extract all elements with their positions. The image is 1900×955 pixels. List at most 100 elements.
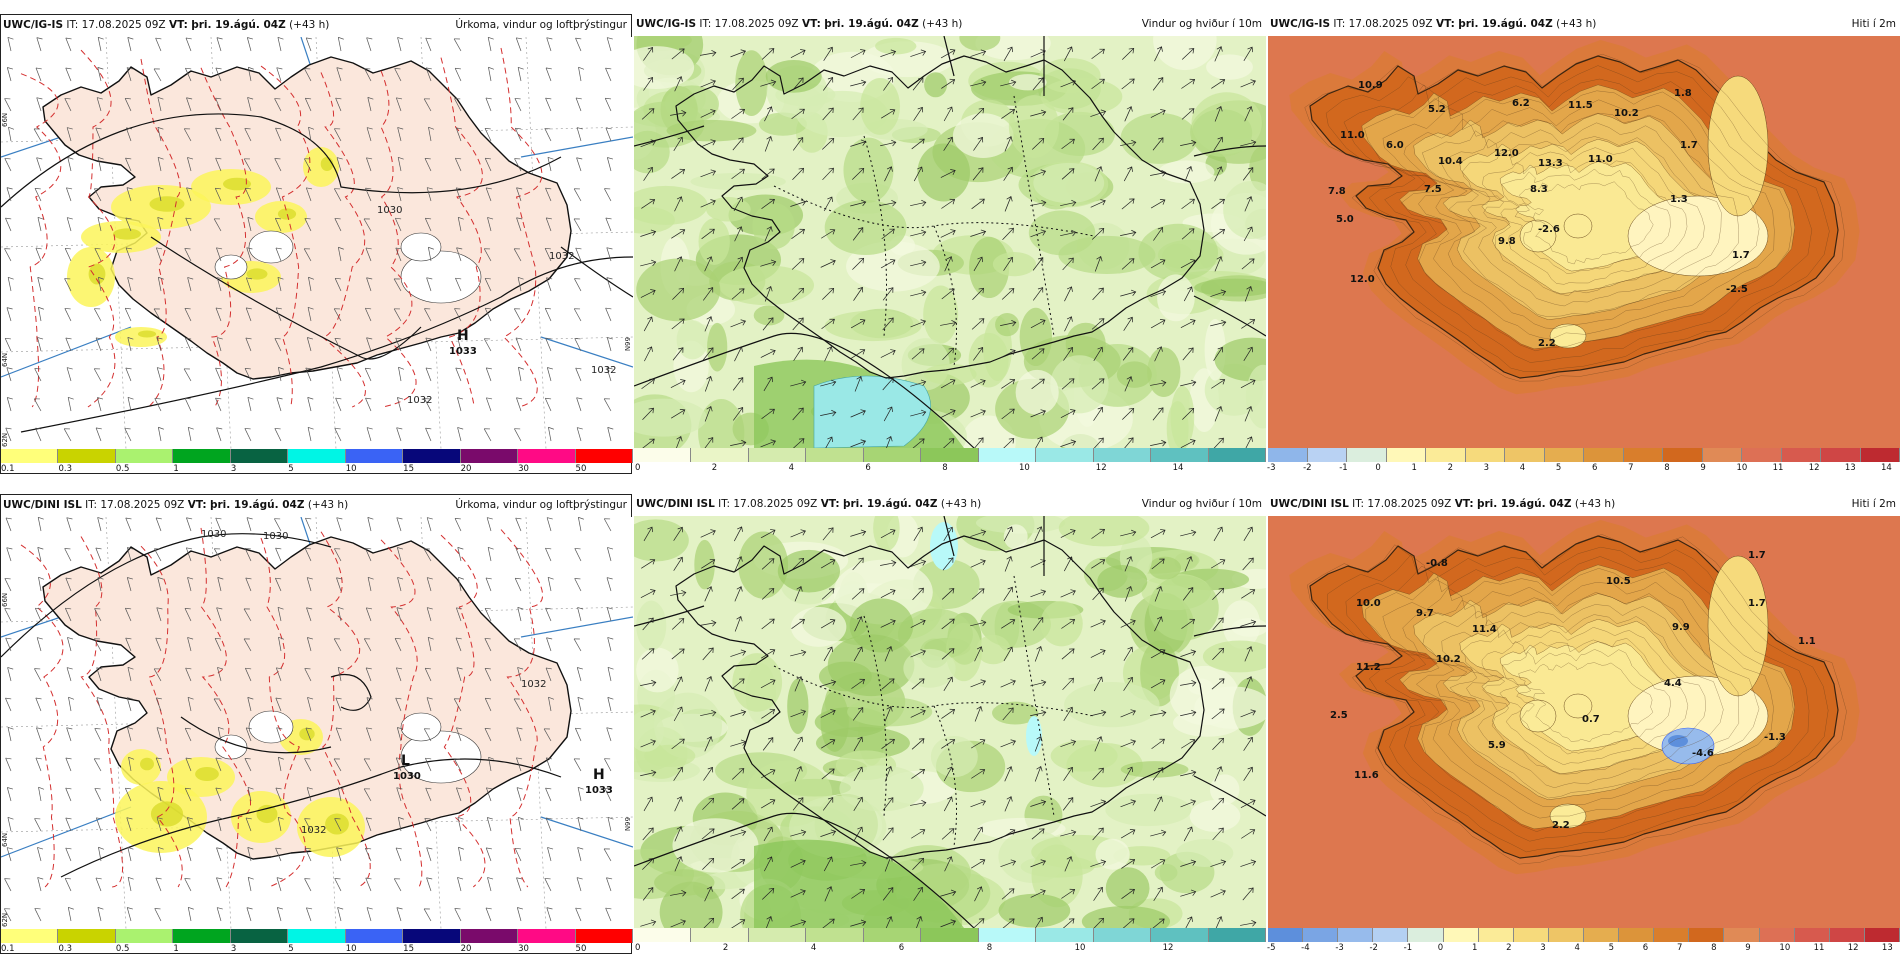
isobar-label: 1032 — [591, 365, 616, 376]
colorbar-label: 5 — [288, 944, 293, 954]
colorbar-swatch — [634, 448, 691, 462]
colorbar-label: 12 — [1163, 943, 1174, 953]
field-title: Úrkoma, vindur og loftþrýstingur — [455, 19, 627, 31]
colorbar-swatch — [1689, 928, 1724, 942]
colorbar-swatch — [231, 929, 288, 943]
colorbar-label: 13 — [1882, 943, 1893, 953]
colorbar-label: 8 — [942, 463, 947, 473]
colorbar-label: 6 — [865, 463, 870, 473]
temperature-value: 10.0 — [1356, 598, 1381, 609]
colorbar-swatch — [1426, 448, 1466, 462]
colorbar-label: 0 — [635, 943, 640, 953]
colorbar-label: 0.3 — [58, 944, 72, 954]
lead-time: (+43 h) — [308, 499, 348, 511]
temperature-value: 7.8 — [1328, 186, 1346, 197]
temperature-value: 6.0 — [1386, 140, 1404, 151]
model-name: UWC/IG-IS — [636, 18, 696, 30]
temperature-value: 1.8 — [1674, 88, 1692, 99]
colorbar-label: 3 — [1484, 463, 1489, 473]
temperature-value: 9.7 — [1416, 608, 1434, 619]
colorbar-label: 8 — [1711, 943, 1716, 953]
colorbar-swatch — [116, 929, 173, 943]
colorbar-label: 11 — [1814, 943, 1825, 953]
colorbar-swatch — [1703, 448, 1743, 462]
init-time: IT: 17.08.2025 09Z — [85, 499, 184, 511]
temperature-value: 1.3 — [1670, 194, 1688, 205]
colorbar-swatch — [1865, 928, 1900, 942]
colorbar-label: -5 — [1267, 943, 1275, 953]
colorbar-swatch — [1466, 448, 1506, 462]
colorbar-label: 4 — [789, 463, 794, 473]
temperature-value: 11.0 — [1340, 130, 1365, 141]
init-time: IT: 17.08.2025 09Z — [1352, 498, 1451, 510]
latitude-label: 64N — [1, 353, 9, 367]
map-svg — [634, 36, 1266, 448]
panel-header: UWC/DINI ISL IT: 17.08.2025 09Z VT: þri.… — [636, 498, 1262, 514]
colorbar-swatch — [403, 929, 460, 943]
map-area — [634, 36, 1266, 448]
panel-header: UWC/IG-IS IT: 17.08.2025 09Z VT: þri. 19… — [1270, 18, 1896, 34]
lead-time: (+43 h) — [1556, 18, 1596, 30]
panel-header: UWC/DINI ISL IT: 17.08.2025 09Z VT: þri.… — [3, 499, 627, 515]
temperature-value: 11.6 — [1354, 770, 1379, 781]
field-title: Vindur og hviður í 10m — [1142, 498, 1262, 510]
temperature-value: 0.7 — [1582, 714, 1600, 725]
pressure-center-letter: H — [457, 328, 469, 344]
colorbar-label: 12 — [1096, 463, 1107, 473]
colorbar-label: 50 — [576, 944, 587, 954]
colorbar-swatch — [1036, 448, 1093, 462]
colorbar-swatch — [979, 448, 1036, 462]
colorbar-swatch — [1444, 928, 1479, 942]
colorbar-label: 12 — [1809, 463, 1820, 473]
pressure-center-value: 1033 — [585, 785, 613, 796]
colorbar-swatch — [1619, 928, 1654, 942]
colorbar-label: 8 — [987, 943, 992, 953]
colorbar-label: 3 — [231, 464, 236, 474]
colorbar-swatch — [1268, 928, 1303, 942]
temperature-value: 11.4 — [1472, 624, 1497, 635]
colorbar-swatch — [1663, 448, 1703, 462]
valid-time-label: VT: — [169, 19, 188, 31]
colorbar-swatch — [346, 929, 403, 943]
lead-time: (+43 h) — [941, 498, 981, 510]
colorbar-label: 3 — [231, 944, 236, 954]
temperature-value: 1.7 — [1748, 598, 1766, 609]
temperature-value: 10.2 — [1614, 108, 1639, 119]
colorbar-label: -1 — [1404, 943, 1412, 953]
temperature-value: 11.2 — [1356, 662, 1381, 673]
valid-time: þri. 19.ágú. 04Z — [824, 18, 919, 30]
colorbar-swatch — [1036, 928, 1093, 942]
colorbar-swatch — [634, 928, 691, 942]
latitude-label: 66N — [623, 337, 631, 351]
model-name: UWC/DINI ISL — [3, 499, 82, 511]
colorbar-label: 9 — [1745, 943, 1750, 953]
colorbar-label: 6 — [1643, 943, 1648, 953]
colorbar-swatch — [1373, 928, 1408, 942]
colorbar-swatch — [346, 449, 403, 463]
latitude-label: 66N — [1, 593, 9, 607]
valid-time-label: VT: — [802, 18, 821, 30]
colorbar-label: 14 — [1881, 463, 1892, 473]
colorbar-label: 2 — [723, 943, 728, 953]
colorbar-swatch — [576, 449, 633, 463]
colorbar-label: 10 — [1779, 943, 1790, 953]
temperature-value: 1.7 — [1680, 140, 1698, 151]
colorbar-swatch — [1549, 928, 1584, 942]
panel-header: UWC/DINI ISL IT: 17.08.2025 09Z VT: þri.… — [1270, 498, 1896, 514]
colorbar-label: 7 — [1677, 943, 1682, 953]
colorbar-swatch — [806, 928, 863, 942]
colorbar-swatch — [1584, 448, 1624, 462]
colorbar-swatch — [979, 928, 1036, 942]
colorbar-label: -1 — [1339, 463, 1347, 473]
temperature-value: 2.2 — [1538, 338, 1556, 349]
colorbar-swatch — [58, 449, 115, 463]
colorbar-label: 7 — [1628, 463, 1633, 473]
colorbar-swatch — [1545, 448, 1585, 462]
colorbar-swatch — [749, 448, 806, 462]
valid-time: þri. 19.ágú. 04Z — [210, 499, 305, 511]
colorbar-label: 6 — [899, 943, 904, 953]
colorbar-label: 1 — [173, 464, 178, 474]
